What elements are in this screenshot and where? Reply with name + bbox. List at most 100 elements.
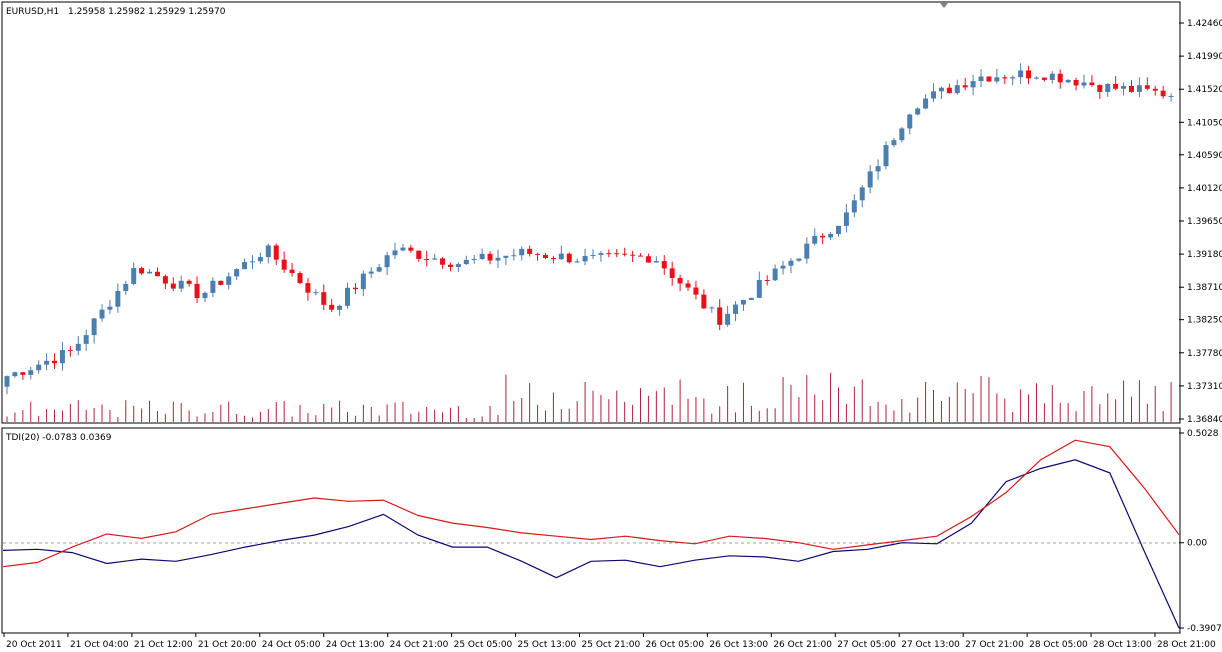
candle-body: [701, 294, 707, 309]
candle-body: [463, 259, 469, 265]
candle-body: [131, 268, 137, 284]
candle-body: [392, 250, 398, 256]
price-axis: 1.42460 1.41990 1.41520 1.41050 1.40590 1.401…: [1179, 19, 1222, 425]
candle-body: [345, 287, 351, 306]
candle-body: [1168, 95, 1174, 97]
candle-body: [249, 261, 255, 263]
candle-body: [946, 87, 952, 94]
candle-body: [432, 258, 438, 260]
candle-body: [1081, 82, 1087, 86]
candle-body: [265, 245, 271, 258]
candle-body: [329, 304, 335, 310]
candle-body: [91, 318, 97, 336]
candle-body: [915, 108, 921, 115]
candle-body: [622, 253, 628, 255]
candle-body: [139, 268, 145, 274]
time-tick-label: 24 Oct 21:00: [390, 640, 449, 650]
candle-body: [835, 225, 841, 235]
price-tick-label: 1.41990: [1187, 52, 1222, 62]
candle-body: [107, 306, 113, 310]
candle-body: [1128, 85, 1134, 92]
candle-body: [384, 255, 390, 268]
candle-body: [455, 264, 461, 268]
tdi-line: [2, 459, 1180, 629]
candle-body: [740, 299, 746, 305]
candle-body: [1049, 73, 1055, 80]
candle-body: [416, 250, 422, 259]
chart-shift-marker[interactable]: [940, 3, 948, 8]
candle-body: [733, 304, 739, 314]
time-tick-label: 25 Oct 13:00: [518, 640, 577, 650]
candle-body: [725, 313, 731, 325]
candle-body: [788, 260, 794, 266]
price-tick-label: 1.40120: [1187, 184, 1222, 194]
candle-body: [202, 292, 208, 299]
candle-body: [503, 255, 509, 258]
candle-body: [447, 264, 453, 268]
indicator-tick-label: 0.5028: [1187, 429, 1219, 439]
candle-body: [820, 235, 826, 238]
candle-body: [376, 267, 382, 272]
candle-body: [859, 187, 865, 201]
candle-body: [1121, 85, 1127, 89]
indicator-title: TDI(20) -0.0783 0.0369: [5, 433, 112, 443]
time-tick-label: 21 Oct 20:00: [198, 640, 257, 650]
candle-body: [645, 256, 651, 263]
candle-body: [1073, 80, 1079, 86]
candle-body: [669, 268, 675, 278]
tdi-lines: [2, 439, 1180, 629]
candle-body: [154, 271, 160, 277]
candle-body: [780, 265, 786, 269]
price-tick-label: 1.41050: [1187, 118, 1222, 128]
candle-body: [566, 253, 572, 263]
candle-body: [1033, 77, 1039, 79]
candle-body: [978, 76, 984, 82]
candle-body: [970, 81, 976, 88]
candle-body: [875, 166, 881, 172]
candle-body: [1057, 73, 1063, 83]
candle-body: [147, 271, 153, 274]
price-tick-label: 1.39650: [1187, 217, 1222, 227]
candle-body: [923, 98, 929, 109]
candle-body: [527, 248, 533, 254]
candle-body: [677, 277, 683, 284]
candle-body: [99, 309, 105, 319]
candle-body: [1018, 70, 1024, 78]
candle-body: [907, 114, 913, 129]
candle-body: [257, 257, 263, 262]
candle-body: [828, 234, 834, 238]
time-axis: 20 Oct 2011 21 Oct 04:00 21 Oct 12:00 21 Oc…: [3, 633, 1216, 650]
candle-body: [558, 253, 564, 260]
price-tick-label: 1.37780: [1187, 349, 1222, 359]
symbol-title: EURUSD,H1: [6, 7, 59, 17]
candle-body: [178, 280, 184, 289]
price-tick-label: 1.41520: [1187, 85, 1222, 95]
candle-body: [281, 259, 287, 270]
price-tick-label: 1.40590: [1187, 151, 1222, 161]
time-tick-label: 28 Oct 21:00: [1157, 640, 1216, 650]
candle-body: [352, 287, 358, 290]
candle-body: [28, 370, 34, 375]
candle-body: [115, 290, 121, 307]
indicator-tick-label: 0.00: [1187, 539, 1207, 549]
indicator-panel-frame: [1, 427, 1181, 634]
candle-body: [511, 255, 517, 257]
candle-body: [12, 372, 18, 377]
candle-body: [273, 245, 279, 260]
candle-body: [1002, 77, 1008, 79]
price-panel-frame: [1, 1, 1181, 424]
candle-body: [796, 258, 802, 261]
candle-body: [52, 360, 58, 364]
candle-body: [962, 85, 968, 88]
candle-body: [986, 76, 992, 82]
candle-body: [1105, 84, 1111, 92]
time-tick-label: 26 Oct 13:00: [709, 640, 768, 650]
candle-body: [305, 283, 311, 293]
candle-body: [210, 280, 216, 293]
time-tick-label: 28 Oct 05:00: [1029, 640, 1088, 650]
candle-body: [4, 376, 10, 387]
price-tick-label: 1.42460: [1187, 19, 1222, 29]
time-tick-label: 26 Oct 05:00: [645, 640, 704, 650]
